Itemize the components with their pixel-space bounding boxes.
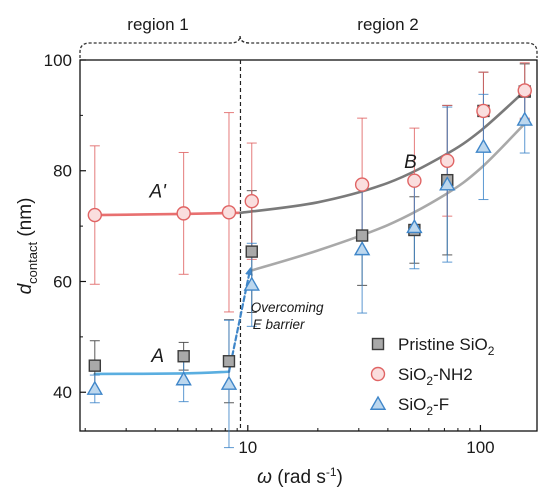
- data-point-circle: [221, 205, 237, 220]
- data-point-circle: [407, 173, 422, 188]
- fit-line-A-prime: [93, 211, 242, 217]
- plot-frame: [79, 59, 538, 432]
- data-point-triangle: [353, 240, 371, 256]
- data-markers: [86, 83, 533, 395]
- data-point-circle: [517, 83, 532, 98]
- data-point-triangle: [475, 138, 492, 153]
- data-point-square: [222, 355, 236, 368]
- data-point-circle: [440, 153, 455, 168]
- data-point-circle: [244, 194, 259, 209]
- legend-label: SiO2-F: [398, 395, 449, 418]
- error-bars: [89, 62, 530, 449]
- data-point-circle: [354, 177, 370, 192]
- data-point-triangle: [175, 371, 192, 386]
- curve-label: A': [149, 181, 168, 202]
- fit-line-A: [93, 370, 231, 376]
- data-point-triangle: [516, 111, 533, 126]
- data-point-triangle: [406, 218, 423, 234]
- y-tick-label: 80: [53, 162, 72, 181]
- data-point-circle: [87, 207, 103, 223]
- y-tick-label: 60: [53, 272, 72, 291]
- data-point-triangle: [86, 380, 104, 395]
- data-point-circle: [476, 103, 491, 119]
- data-point-square: [245, 245, 258, 258]
- legend-label: Pristine SiO2: [398, 335, 495, 358]
- annotation-line-1: Overcoming: [251, 300, 324, 315]
- data-point-triangle: [439, 176, 456, 191]
- x-tick-label: 100: [466, 438, 494, 457]
- legend-marker-triangle: [369, 395, 387, 410]
- data-point-circle: [176, 206, 191, 221]
- data-point-triangle: [243, 276, 260, 291]
- legend-marker-circle: [370, 366, 386, 382]
- annotation-line-2: E barrier: [253, 317, 305, 332]
- data-point-triangle: [220, 375, 238, 390]
- region-2-brace: [239, 35, 538, 58]
- region-2-label: region 2: [357, 15, 418, 34]
- chart-annotations: A' B A Overcoming E barrier: [149, 152, 418, 367]
- legend-marker-square: [371, 337, 385, 351]
- data-point-square: [88, 359, 102, 372]
- x-axis-ticks: 10 100: [84, 425, 495, 457]
- fit-line-B-lower: [248, 122, 527, 273]
- legend: Pristine SiO2 SiO2-NH2 SiO2-F: [369, 335, 495, 418]
- region-braces: region 1 region 2: [79, 15, 538, 58]
- fit-line-B-upper: [239, 89, 527, 215]
- x-tick-label: 10: [238, 438, 257, 457]
- legend-label: SiO2-NH2: [398, 365, 473, 388]
- y-tick-label: 40: [53, 383, 72, 402]
- y-axis-ticks: 40 60 80 100: [44, 51, 86, 402]
- y-tick-label: 100: [44, 51, 72, 70]
- region-1-label: region 1: [127, 15, 188, 34]
- curve-label: A: [150, 346, 164, 367]
- data-point-square: [355, 229, 369, 242]
- y-axis-title: dcontact (nm): [15, 198, 40, 295]
- region-1-brace: [79, 35, 251, 58]
- fit-lines: [93, 89, 527, 376]
- x-axis-title: ω (rad s-1): [257, 465, 343, 488]
- data-point-square: [177, 350, 190, 363]
- curve-label: B: [404, 152, 417, 173]
